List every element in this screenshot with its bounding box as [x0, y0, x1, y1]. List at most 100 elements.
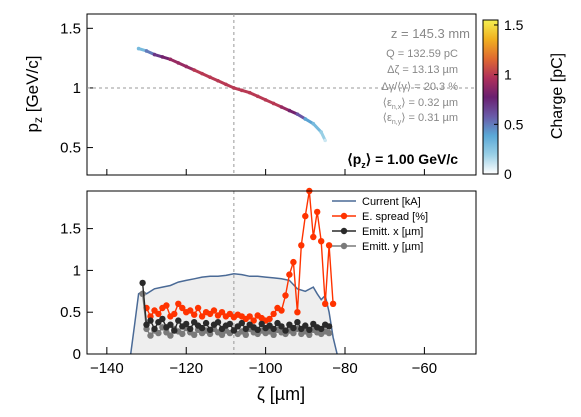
- phase-space-point: [216, 78, 220, 83]
- emitt-x-m-marker: [302, 322, 309, 329]
- phase-space-point: [168, 57, 173, 62]
- emitt-x-m-marker: [143, 321, 150, 328]
- e-spread-marker: [270, 310, 277, 318]
- emitt-x-m-marker: [198, 324, 206, 332]
- bottom-plot-frame: [86, 190, 477, 355]
- phase-space-point: [144, 49, 149, 53]
- phase-space-point: [311, 121, 316, 126]
- phase-space-point: [319, 130, 323, 134]
- x-tick-label: −140: [90, 360, 124, 377]
- e-spread-marker: [179, 304, 186, 312]
- emitt-x-m-marker: [202, 319, 210, 327]
- emitt-y-m-marker: [155, 329, 162, 337]
- legend-marker: [340, 242, 348, 250]
- x-tick-label: −60: [412, 360, 437, 377]
- legend-label: Current [kA]: [362, 196, 421, 208]
- current-line: [129, 273, 338, 355]
- phase-space-point: [224, 82, 228, 87]
- annotation-charge: Q = 132.59 pC: [386, 48, 458, 60]
- emitt-y-m-marker: [167, 332, 174, 339]
- annotation-emittance-y: ⟨εn,y⟩ = 0.31 µm: [383, 112, 458, 126]
- x-tick-label: −120: [169, 360, 203, 377]
- e-spread-marker: [329, 300, 337, 307]
- colorbar-tick-label: 0.5: [504, 116, 524, 132]
- annotation-mean-momentum: ⟨pz⟩ = 1.00 GeV/c: [347, 151, 458, 170]
- colorbar-tick-label: 1: [504, 67, 512, 83]
- phase-space-point: [232, 86, 236, 90]
- emitt-y-m-marker: [306, 331, 313, 338]
- emitt-x-m-marker: [139, 279, 146, 287]
- legend-marker: [340, 212, 348, 220]
- e-spread-marker: [278, 307, 285, 314]
- e-spread-marker: [325, 242, 333, 249]
- e-spread-marker: [294, 309, 301, 316]
- e-spread-marker: [318, 238, 325, 245]
- emitt-x-m-marker: [254, 326, 261, 333]
- phase-space-point: [176, 61, 181, 65]
- e-spread-marker: [266, 315, 273, 323]
- top-panel: 0.5 1 1.5 pz [GeV/c] z = 145.3 mm Q = 132.…: [23, 13, 477, 176]
- emitt-x-m-marker: [159, 315, 166, 323]
- emitt-x-m-marker: [278, 323, 285, 330]
- emitt-y-m-marker: [290, 329, 297, 337]
- top-y-tick-label: 0.5: [60, 140, 81, 157]
- x-tick-label: −80: [332, 360, 357, 377]
- phase-space-point: [160, 55, 165, 59]
- e-spread-marker: [282, 292, 289, 299]
- bottom-y-tick-label: 0: [73, 346, 81, 363]
- emitt-y-m-marker: [270, 331, 277, 338]
- legend: Current [kA] E. spread [%] Emitt. x [µm] Em…: [332, 196, 428, 253]
- colorbar-tick-label: 1.5: [504, 17, 524, 33]
- e-spread-marker: [250, 317, 257, 324]
- phase-space-point: [192, 68, 196, 72]
- phase-space-point: [240, 88, 244, 93]
- emitt-y-m-marker: [139, 290, 146, 297]
- annotation-z: z = 145.3 mm: [391, 26, 470, 41]
- phase-space-point: [136, 46, 141, 51]
- e-spread-marker: [194, 304, 202, 312]
- e-spread-marker: [290, 258, 297, 266]
- emitt-x-m-marker: [282, 327, 289, 334]
- legend-label: Emitt. x [µm]: [362, 226, 423, 238]
- e-spread-marker: [175, 300, 182, 307]
- emitt-x-m-marker: [206, 326, 214, 333]
- top-y-tick-labels: 0.5 1 1.5: [60, 20, 81, 156]
- e-spread-marker: [210, 307, 218, 314]
- emitt-x-m-marker: [151, 325, 158, 333]
- emitt-y-m-marker: [147, 332, 154, 339]
- x-axis-label: ζ [µm]: [257, 384, 305, 404]
- x-tick-labels: −140 −120 −100 −80 −60: [90, 360, 437, 377]
- emitt-x-m-marker: [187, 325, 194, 333]
- emitt-x-m-marker: [306, 326, 313, 333]
- phase-space-point: [247, 90, 252, 95]
- emitt-x-m-marker: [290, 324, 297, 332]
- phase-space-point: [271, 101, 276, 106]
- emitt-x-m-marker: [318, 325, 325, 333]
- phase-space-point: [255, 94, 260, 99]
- bottom-y-tick-label: 0.5: [60, 304, 81, 321]
- bottom-y-tick-label: 1: [73, 262, 81, 279]
- annotation-energy-spread: Δγ/⟨γ⟩ = 20.3 %: [381, 81, 458, 93]
- bottom-ticks: [87, 228, 425, 355]
- annotation-emittance-x: ⟨εn,x⟩ = 0.32 µm: [383, 97, 458, 111]
- emitt-y-m-marker: [179, 330, 186, 338]
- legend-label: Emitt. y [µm]: [362, 241, 423, 253]
- emitt-x-m-marker: [258, 320, 265, 328]
- legend-marker: [340, 227, 348, 235]
- phase-space-point: [287, 108, 292, 113]
- emitt-x-m-marker: [270, 325, 277, 333]
- e-spread-marker: [310, 233, 317, 241]
- e-spread-marker: [155, 310, 162, 318]
- emitt-x-m-marker: [214, 319, 222, 326]
- top-y-tick-label: 1: [73, 80, 81, 97]
- emitt-x-m-marker: [183, 320, 190, 328]
- top-crosshair: [87, 14, 476, 175]
- emitt-x-m-marker: [226, 320, 234, 328]
- phase-space-point: [295, 112, 300, 116]
- phase-space-point: [152, 52, 157, 57]
- colorbar: 0 0.5 1 1.5 Charge [pC]: [482, 17, 566, 182]
- colorbar-tick-label: 0: [504, 166, 512, 182]
- emitt-y-m-marker: [325, 329, 333, 337]
- phase-space-point: [303, 117, 308, 121]
